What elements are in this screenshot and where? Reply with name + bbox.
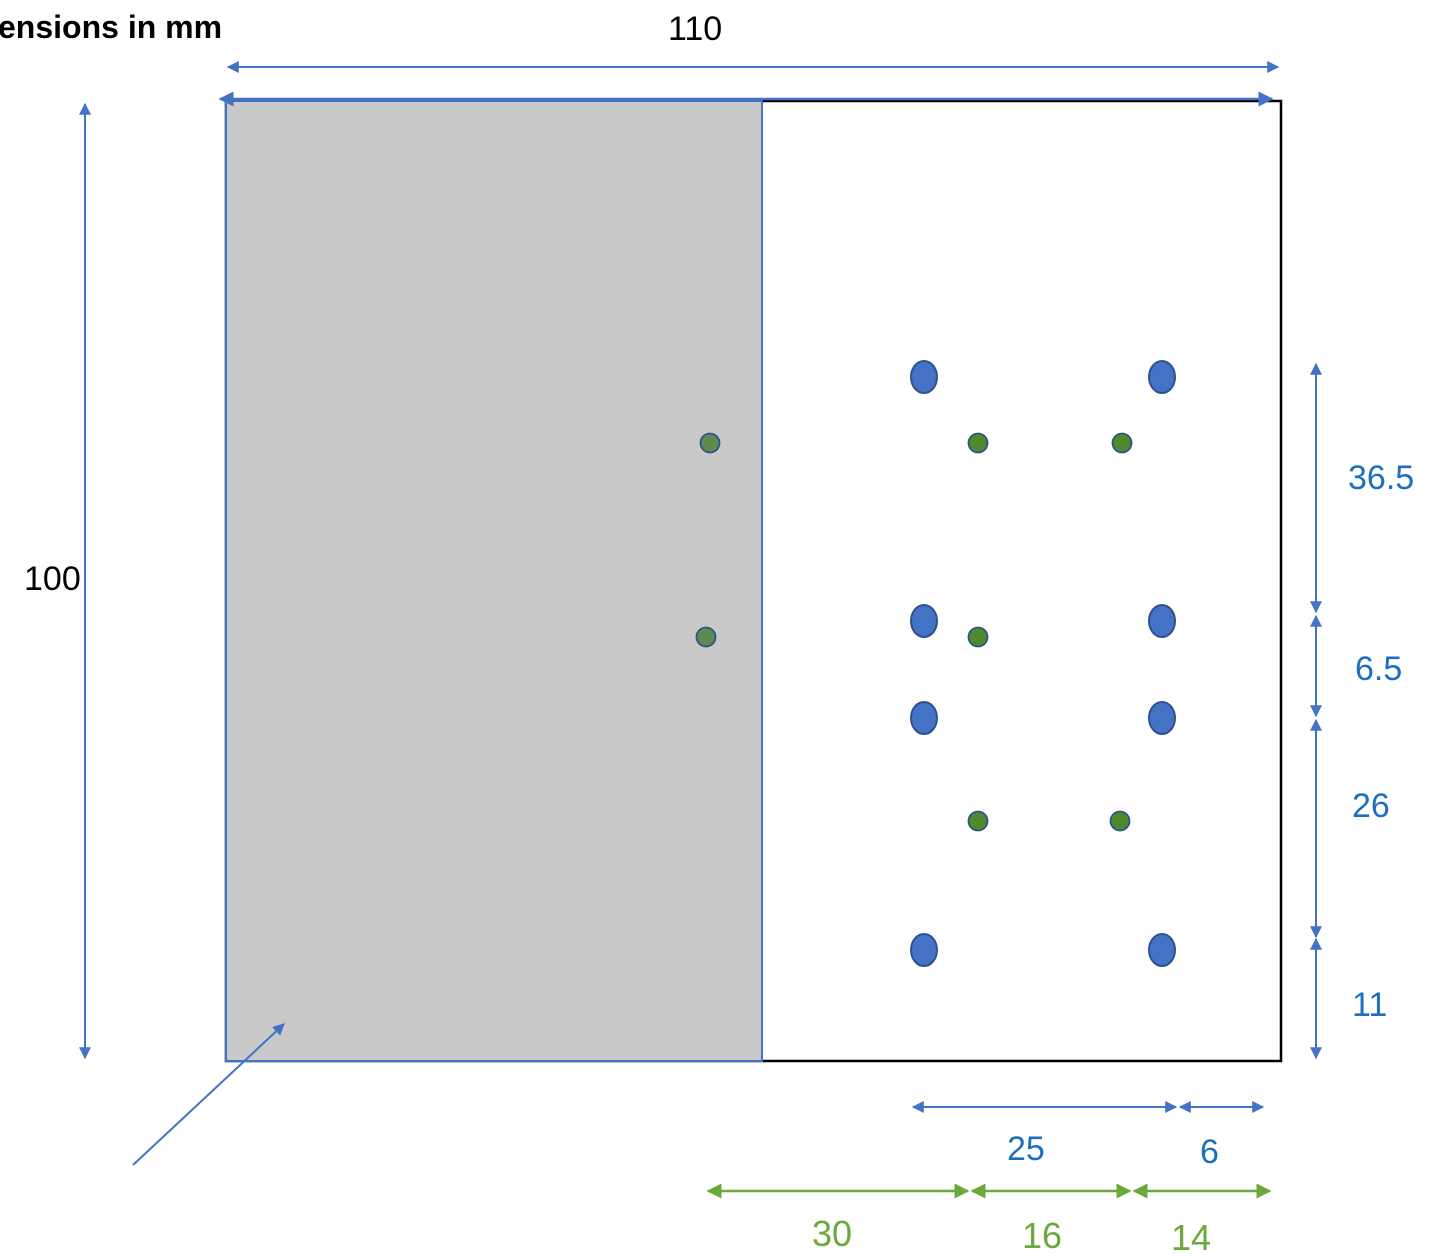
small-hole [1111, 432, 1133, 454]
large-hole [910, 360, 938, 394]
height-label: 100 [24, 560, 81, 598]
small-hole [967, 432, 989, 454]
large-hole [910, 933, 938, 967]
dim-6-label: 6 [1200, 1133, 1219, 1171]
dim-14-label: 14 [1171, 1217, 1211, 1256]
small-hole [1109, 810, 1131, 832]
pointer-arrow [132, 1023, 285, 1166]
diagram-title: ensions in mm [0, 9, 222, 45]
dim-6-5-label: 6.5 [1355, 650, 1402, 688]
shaded-region [225, 100, 763, 1062]
dim-16-label: 16 [1022, 1215, 1062, 1256]
large-hole [910, 701, 938, 735]
large-hole [1148, 604, 1176, 638]
dim-25-label: 25 [1007, 1130, 1045, 1168]
small-hole [967, 626, 989, 648]
large-hole [910, 604, 938, 638]
small-hole [695, 626, 717, 648]
large-holes [910, 360, 1176, 967]
small-hole [967, 810, 989, 832]
width-label: 110 [668, 10, 722, 48]
dim-36-5-label: 36.5 [1348, 459, 1414, 497]
large-hole [1148, 933, 1176, 967]
small-holes [695, 432, 1133, 832]
dim-11-label: 11 [1352, 986, 1387, 1024]
small-hole [699, 432, 721, 454]
dim-26-label: 26 [1352, 787, 1390, 825]
dim-30-label: 30 [812, 1213, 852, 1254]
large-hole [1148, 701, 1176, 735]
large-hole [1148, 360, 1176, 394]
